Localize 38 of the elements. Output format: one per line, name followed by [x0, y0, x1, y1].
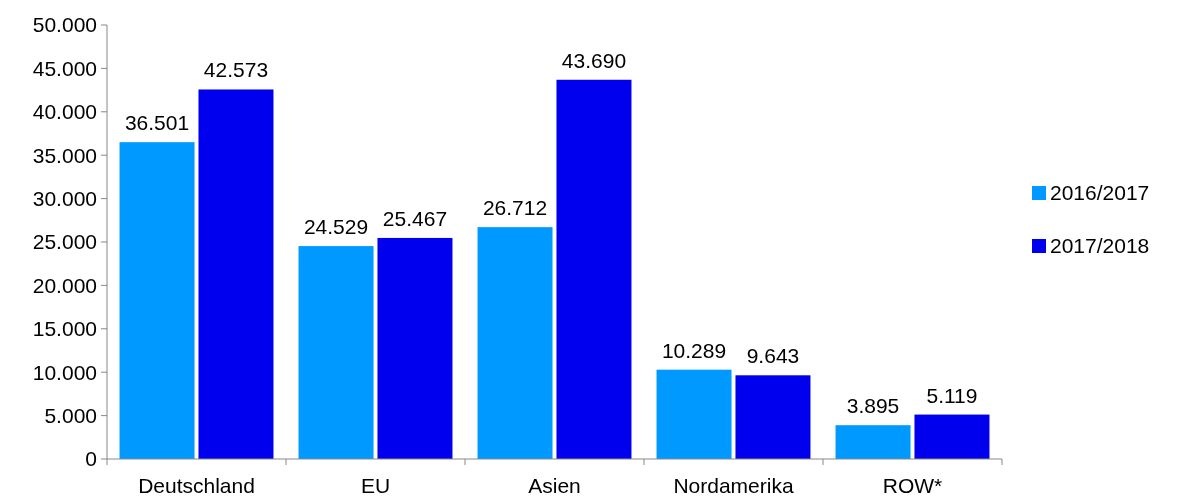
data-label: 3.895: [846, 394, 900, 418]
y-tick-label: 40.000: [32, 100, 97, 124]
bar: [298, 246, 374, 459]
bar: [835, 425, 911, 459]
y-tick-label: 25.000: [32, 230, 97, 254]
x-tick-label: EU: [360, 474, 391, 497]
data-label: 10.289: [661, 338, 727, 362]
y-tick-label: 35.000: [32, 143, 97, 167]
y-tick-label: 5.000: [44, 403, 97, 427]
y-tick-label: 20.000: [32, 273, 97, 297]
data-label: 36.501: [124, 111, 190, 135]
bar: [556, 79, 632, 459]
y-tick-label: 15.000: [32, 317, 97, 341]
y-tick-label: 0: [85, 447, 97, 471]
data-label: 5.119: [926, 383, 978, 407]
x-tick-label: Nordamerika: [673, 474, 794, 497]
x-tick-label: ROW*: [882, 474, 943, 497]
data-label: 43.690: [561, 48, 627, 72]
y-tick-label: 50.000: [32, 13, 97, 37]
bar: [198, 89, 274, 459]
bar: [377, 237, 453, 459]
legend-label: 2016/2017: [1050, 181, 1150, 205]
x-tick-label: Asien: [528, 474, 581, 497]
x-tick-label: Deutschland: [138, 474, 255, 497]
data-label: 42.573: [203, 58, 269, 82]
data-label: 9.643: [746, 344, 800, 368]
bar: [914, 414, 990, 459]
y-tick-label: 45.000: [32, 56, 97, 80]
bar: [119, 142, 195, 459]
data-label: 24.529: [303, 215, 369, 239]
bar: [735, 375, 811, 459]
data-label: 26.712: [482, 196, 548, 220]
bar: [656, 369, 732, 459]
y-tick-label: 10.000: [32, 360, 97, 384]
legend-label: 2017/2018: [1050, 234, 1150, 258]
bar: [477, 227, 553, 459]
y-tick-label: 30.000: [32, 186, 97, 210]
data-label: 25.467: [382, 206, 448, 230]
